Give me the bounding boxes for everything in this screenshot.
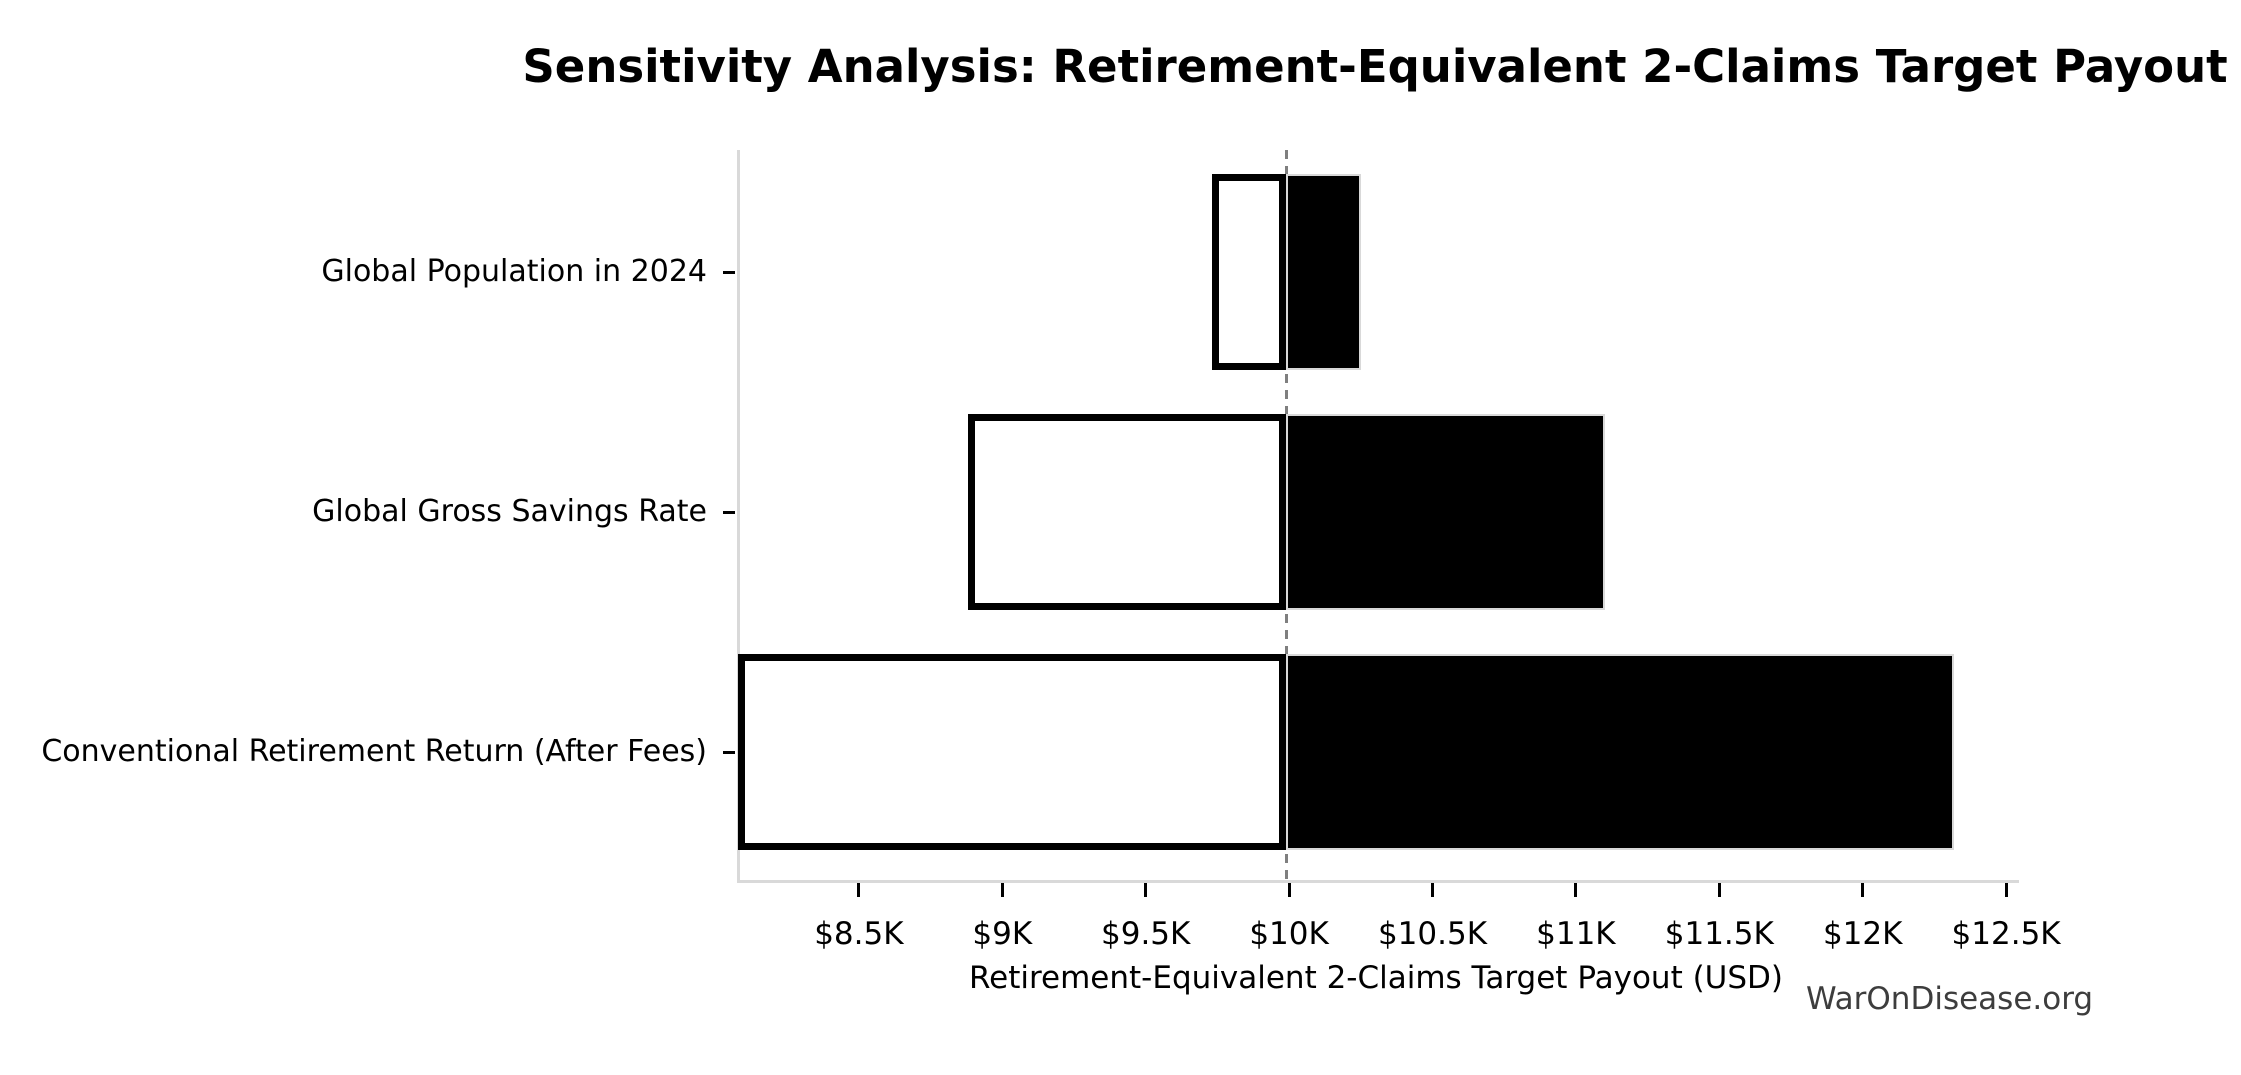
x-tick-label-8: $12.5K — [1951, 916, 2061, 952]
y-category-label-1: Global Gross Savings Rate — [312, 494, 707, 529]
bar-low-0 — [1211, 174, 1287, 370]
x-tick-2 — [1144, 883, 1148, 897]
x-tick-label-6: $11.5K — [1664, 916, 1774, 952]
bar-low-1 — [967, 414, 1287, 610]
x-tick-6 — [1717, 883, 1721, 897]
y-tick-0 — [723, 270, 735, 274]
x-axis-label: Retirement-Equivalent 2-Claims Target Pa… — [968, 960, 1784, 996]
x-tick-label-1: $9K — [972, 916, 1033, 952]
x-tick-label-3: $10K — [1249, 916, 1329, 952]
x-tick-label-5: $11K — [1536, 916, 1616, 952]
x-tick-label-2: $9.5K — [1101, 916, 1191, 952]
x-tick-label-0: $8.5K — [814, 916, 904, 952]
bar-high-2 — [1286, 654, 1955, 850]
x-tick-3 — [1287, 883, 1291, 897]
x-tick-8 — [2004, 883, 2008, 897]
y-tick-1 — [723, 510, 735, 514]
x-tick-4 — [1430, 883, 1434, 897]
x-tick-7 — [1861, 883, 1865, 897]
x-tick-0 — [857, 883, 861, 897]
x-tick-label-7: $12K — [1822, 916, 1903, 952]
y-category-label-2: Conventional Retirement Return (After Fe… — [41, 734, 707, 769]
chart-title: Sensitivity Analysis: Retirement-Equival… — [522, 40, 2228, 93]
bar-low-2 — [738, 654, 1287, 850]
plot-area — [737, 150, 2019, 883]
y-category-label-0: Global Population in 2024 — [321, 254, 707, 289]
bar-high-1 — [1286, 414, 1605, 610]
x-tick-1 — [1000, 883, 1004, 897]
watermark: WarOnDisease.org — [1806, 981, 2094, 1017]
x-tick-label-4: $10.5K — [1377, 916, 1488, 952]
x-tick-5 — [1574, 883, 1578, 897]
bar-high-0 — [1286, 174, 1361, 370]
y-tick-2 — [723, 750, 735, 754]
